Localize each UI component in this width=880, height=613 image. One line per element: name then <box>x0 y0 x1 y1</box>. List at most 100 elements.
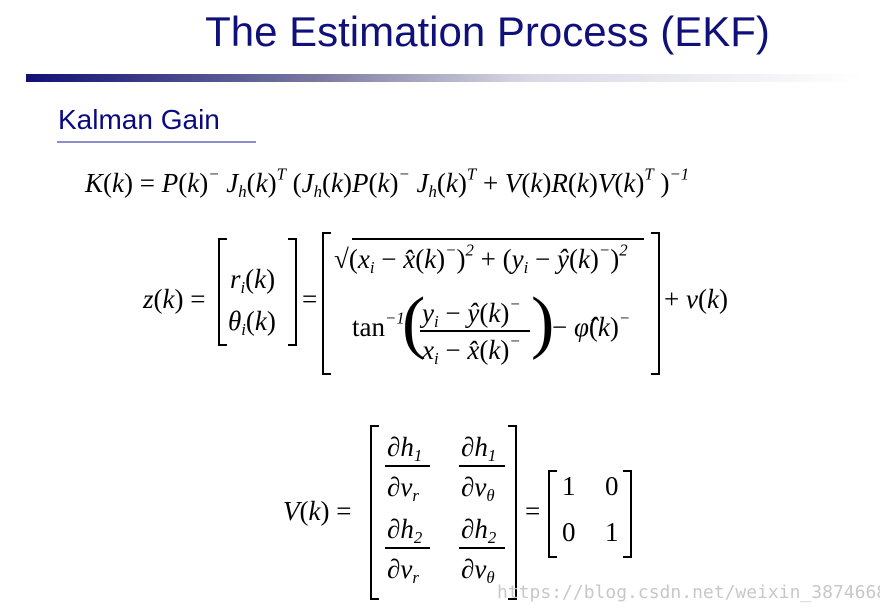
identity-cell: 0 <box>562 517 576 548</box>
math-token: ( <box>103 168 113 198</box>
math-token: + <box>473 244 503 274</box>
math-token: k <box>424 244 437 274</box>
math-token: k <box>706 284 719 314</box>
math-token: − <box>618 308 631 328</box>
math-token: k <box>488 298 501 328</box>
math-token: ) <box>589 244 599 274</box>
math-token: ∂h <box>461 432 488 462</box>
fraction-line <box>385 547 430 549</box>
math-token: k <box>331 168 343 198</box>
right-bracket <box>288 238 297 346</box>
math-token: ( <box>479 335 489 365</box>
math-token: ( <box>588 312 598 342</box>
right-bracket <box>623 470 632 558</box>
math-token: θ <box>486 568 495 588</box>
math-token: − <box>598 240 611 260</box>
math-token: P <box>352 168 369 198</box>
partial-h2: ∂h2 <box>461 514 497 548</box>
math-token: h <box>428 182 437 202</box>
sqrt-expression: √(xi − x̂(k)−)2 + (yi − ŷ(k)−)2 <box>334 242 628 278</box>
math-token: ( <box>246 168 256 198</box>
math-token: k <box>488 335 501 365</box>
left-bracket <box>548 470 557 558</box>
math-token: k <box>623 168 636 198</box>
math-token: ŷ <box>556 244 569 274</box>
math-token: ) <box>718 284 728 314</box>
math-token: r <box>230 264 241 294</box>
math-token: P <box>161 168 179 198</box>
math-token: T <box>644 164 654 184</box>
math-token: ( <box>415 244 425 274</box>
noise-term: + v(k) <box>664 284 728 315</box>
math-token: ( <box>436 168 446 198</box>
math-token: 2 <box>487 528 497 548</box>
math-token: k <box>255 168 268 198</box>
math-token: J <box>301 168 314 198</box>
equals-sign: = <box>302 284 317 315</box>
math-token: θ <box>486 486 495 506</box>
title-gradient-bar <box>26 74 862 82</box>
math-token: i <box>369 258 375 278</box>
math-token: k <box>254 264 267 294</box>
math-token: − <box>208 164 220 184</box>
math-token: ( <box>614 168 624 198</box>
math-token: ∂h <box>461 514 488 544</box>
math-token: ( <box>285 168 302 198</box>
partial-vr: ∂vr <box>387 554 419 586</box>
fraction-line <box>420 330 530 332</box>
math-token: − <box>552 312 574 342</box>
math-token: V <box>283 496 300 526</box>
eq3-lhs: V(k) = <box>283 496 351 527</box>
math-token: ( <box>245 264 255 294</box>
close-paren: ) <box>531 284 555 361</box>
equals-sign: = <box>525 496 540 527</box>
math-token: r <box>412 486 419 506</box>
math-token: − <box>445 240 457 260</box>
fraction-line <box>459 465 505 467</box>
partial-h1: ∂h1 <box>387 432 422 464</box>
math-token: k <box>254 306 267 336</box>
fraction-denominator: xi − x̂(k)− <box>422 333 521 367</box>
math-token: x <box>357 244 370 274</box>
math-token: ) <box>343 168 352 198</box>
identity-cell: 1 <box>605 517 619 548</box>
math-token: √ <box>334 244 349 274</box>
math-token: z <box>143 284 154 314</box>
math-token: i <box>433 312 439 332</box>
math-token: ( <box>245 306 255 336</box>
kalman-gain-equation: K(k) = P(k)− Jh(k)T (Jh(k)P(k)− Jh(k)T +… <box>85 166 689 202</box>
math-token: tan <box>352 312 385 342</box>
math-token: ( <box>697 284 707 314</box>
math-token: h <box>238 182 247 202</box>
identity-cell: 1 <box>562 471 576 502</box>
math-token: ( <box>368 168 378 198</box>
math-token: ( <box>567 168 577 198</box>
math-token: − <box>509 294 521 314</box>
math-token: ) <box>500 298 510 328</box>
math-token: J <box>409 168 429 198</box>
math-token: k <box>445 168 458 198</box>
math-token: φ̂ <box>573 312 589 342</box>
section-underline <box>57 141 256 143</box>
math-token: ) <box>610 244 620 274</box>
math-token: T <box>466 164 477 184</box>
math-token: ( <box>479 298 489 328</box>
fraction-line <box>385 465 430 467</box>
partial-vtheta: ∂vθ <box>461 554 495 588</box>
section-heading: Kalman Gain <box>58 104 220 135</box>
identity-cell: 0 <box>605 471 619 502</box>
math-token: 1 <box>562 471 576 501</box>
math-token: − <box>438 335 468 365</box>
math-token: J <box>219 168 239 198</box>
math-token: − <box>528 244 557 274</box>
math-token: ) <box>588 168 598 198</box>
math-token: ( <box>322 168 332 198</box>
math-token: −1 <box>669 164 690 184</box>
math-token: ( <box>153 284 163 314</box>
math-token: ( <box>568 244 578 274</box>
math-token: x <box>422 335 434 365</box>
math-token: 2 <box>413 528 423 548</box>
math-token: − <box>374 244 404 274</box>
math-token: 1 <box>605 517 619 547</box>
partial-vr: ∂vr <box>387 472 419 506</box>
